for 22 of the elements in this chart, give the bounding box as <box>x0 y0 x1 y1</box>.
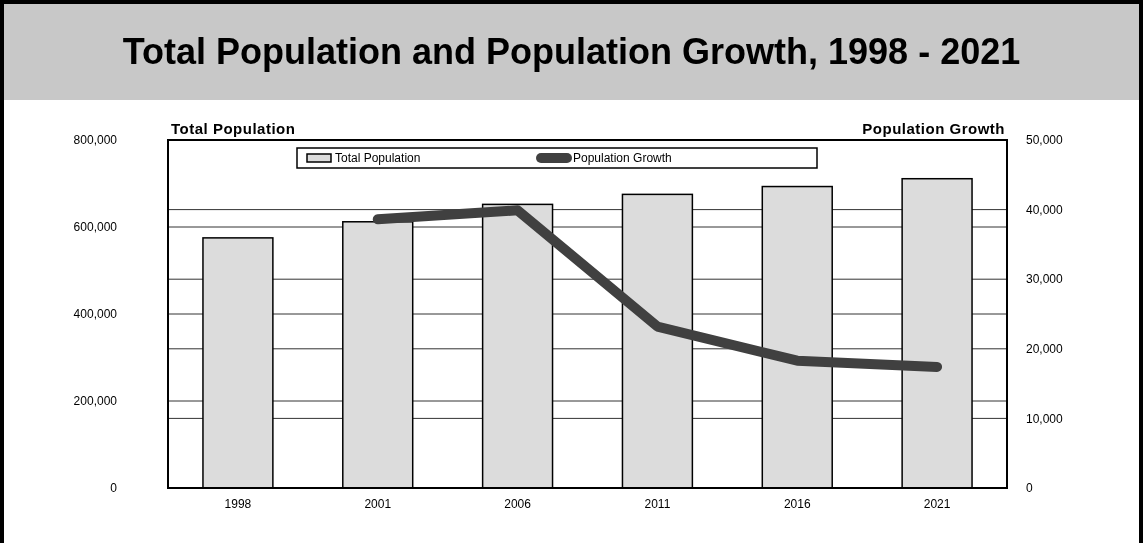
y-tick-label: 800,000 <box>73 133 118 148</box>
x-tick-label: 2001 <box>364 497 392 511</box>
x-tick-label: 2016 <box>783 497 811 511</box>
y-tick-label: 600,000 <box>73 220 118 235</box>
y2-axis-title: Population Growth <box>862 120 1005 137</box>
y2-tick-label: 20,000 <box>1026 342 1064 356</box>
y2-tick-label: 30,000 <box>1026 272 1064 287</box>
y2-tick-label: 10,000 <box>1026 411 1064 426</box>
y-axis-title: Total Population <box>171 120 296 137</box>
x-tick-label: 1998 <box>224 497 252 511</box>
chart-title: Total Population and Population Growth, 1998 - 2021 <box>122 31 1021 72</box>
y-tick-label: 200,000 <box>73 394 118 409</box>
y2-tick-label: 50,000 <box>1026 133 1064 148</box>
x-tick-label: 2021 <box>923 497 951 511</box>
y-tick-label: 0 <box>110 481 118 496</box>
x-tick-label: 2011 <box>644 497 671 511</box>
legend-label: Total Population <box>335 151 421 166</box>
y-tick-label: 400,000 <box>73 307 118 322</box>
y2-tick-label: 40,000 <box>1026 202 1064 217</box>
legend-label: Population Growth <box>573 151 672 166</box>
y2-tick-label: 0 <box>1026 481 1033 496</box>
x-tick-label: 2006 <box>504 497 532 511</box>
